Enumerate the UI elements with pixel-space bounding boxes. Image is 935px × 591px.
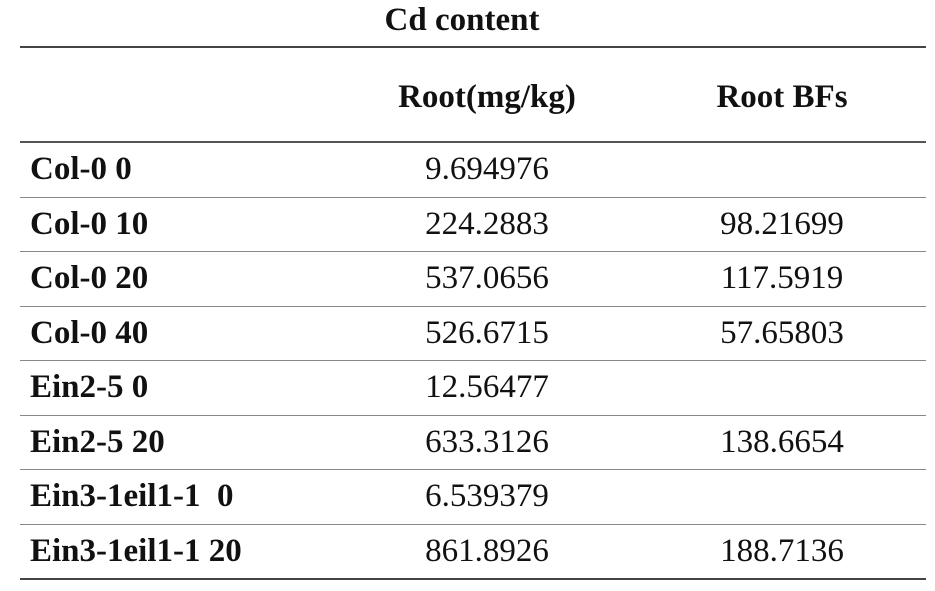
row-label: Ein3-1eil1-1 0 (30, 478, 234, 514)
cell-value: 188.7136 (720, 532, 844, 569)
rule (20, 578, 926, 580)
cell-value: 57.65803 (720, 314, 844, 351)
column-header: Root BFs (716, 79, 848, 115)
cell-value: 138.6654 (720, 423, 844, 460)
cell-value: 861.8926 (425, 532, 549, 569)
rule (20, 196, 926, 198)
rule (20, 305, 926, 307)
cell-value: 117.5919 (720, 260, 844, 296)
cell-value: 537.0656 (425, 260, 549, 296)
row-label: Col-0 10 (30, 205, 149, 242)
row-label: Ein2-5 0 (30, 369, 149, 405)
row-label: Col-0 20 (30, 260, 149, 296)
cell-value: 526.6715 (425, 314, 549, 351)
cell-value: 224.2883 (425, 205, 549, 242)
rule (20, 469, 926, 470)
rule (20, 414, 926, 416)
cell-value: 9.694976 (425, 151, 549, 187)
row-label: Col-0 40 (30, 314, 149, 351)
cell-value: 6.539379 (425, 478, 549, 514)
column-header: Root(mg/kg) (398, 79, 576, 115)
rule (20, 141, 926, 143)
row-label: Col-0 0 (30, 151, 132, 187)
rule (20, 46, 926, 48)
cell-value: 633.3126 (425, 423, 549, 460)
cell-value: 12.56477 (425, 369, 549, 405)
rule (20, 251, 926, 252)
rule (20, 523, 926, 525)
table-title: Cd content (384, 2, 540, 38)
row-label: Ein2-5 20 (30, 423, 165, 460)
rule (20, 360, 926, 361)
row-label: Ein3-1eil1-1 20 (30, 532, 242, 569)
cell-value: 98.21699 (720, 205, 844, 242)
